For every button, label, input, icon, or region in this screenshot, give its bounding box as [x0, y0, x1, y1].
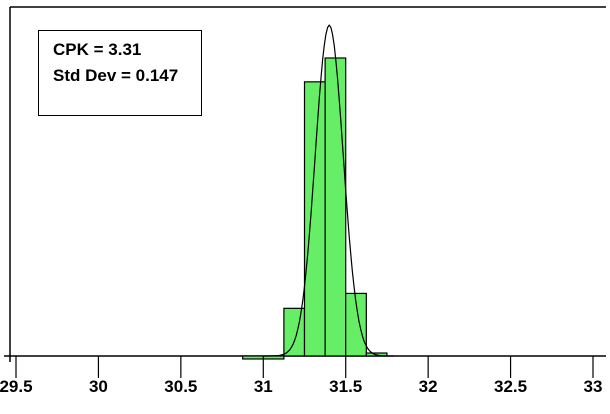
histogram-bar	[345, 292, 367, 357]
x-tick-label: 30.5	[164, 377, 197, 396]
x-tick-label: 31	[254, 377, 273, 396]
x-tick-label: 30	[89, 377, 108, 396]
x-tick-label: 33	[584, 377, 603, 396]
x-tick-label: 32	[419, 377, 438, 396]
cpk-label: CPK = 3.31	[53, 40, 142, 59]
std-dev-label: Std Dev = 0.147	[53, 66, 179, 85]
x-tick-label: 29.5	[0, 377, 33, 396]
x-tick-label: 32.5	[494, 377, 527, 396]
stats-box: CPK = 3.31 Std Dev = 0.147	[38, 30, 202, 116]
histogram-bar	[324, 57, 347, 357]
histogram-bar	[303, 81, 326, 357]
histogram-bar	[283, 307, 306, 357]
x-tick-label: 31.5	[329, 377, 362, 396]
fit-curve	[263, 24, 394, 357]
